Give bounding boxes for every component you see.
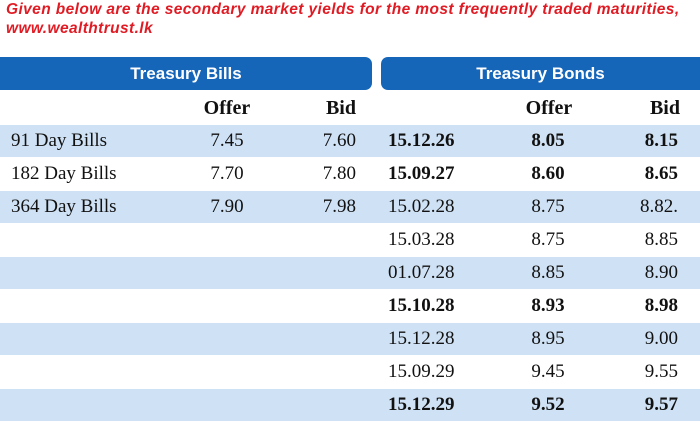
bond-bid: 8.90 <box>644 262 678 283</box>
bill-bid: 7.80 <box>322 163 356 184</box>
bond-offer: 8.85 <box>531 262 565 283</box>
column-header-row: Offer Bid Offer Bid <box>0 93 700 125</box>
bond-maturity: 15.03.28 <box>388 229 455 250</box>
bond-offer: 8.93 <box>531 295 565 316</box>
bond-maturity: 15.09.27 <box>388 163 455 184</box>
bond-bid: 8.98 <box>644 295 678 316</box>
bill-offer: 7.45 <box>210 130 244 151</box>
table-row: 182 Day Bills 7.70 7.80 15.09.27 8.60 8.… <box>0 158 700 191</box>
table-row: 15.10.28 8.93 8.98 <box>0 290 700 323</box>
bond-maturity: 15.02.28 <box>388 196 455 217</box>
table-row: 364 Day Bills 7.90 7.98 15.02.28 8.75 8.… <box>0 191 700 224</box>
bond-maturity: 15.09.29 <box>388 361 455 382</box>
bill-name: 182 Day Bills <box>11 163 117 184</box>
treasury-bonds-header: Treasury Bonds <box>381 57 700 90</box>
table-row: 01.07.28 8.85 8.90 <box>0 257 700 290</box>
table-row: 15.12.28 8.95 9.00 <box>0 323 700 356</box>
bill-offer: 7.90 <box>210 196 244 217</box>
bills-bid-header: Bid <box>325 97 356 119</box>
treasury-bills-header: Treasury Bills <box>0 57 372 90</box>
table-row: 15.03.28 8.75 8.85 <box>0 224 700 257</box>
bill-name: 91 Day Bills <box>11 130 108 151</box>
intro-text: Given below are the secondary market yie… <box>6 1 680 37</box>
bill-name: 364 Day Bills <box>11 196 117 217</box>
table-row: 15.09.29 9.45 9.55 <box>0 356 700 389</box>
bill-offer: 7.70 <box>210 163 244 184</box>
bond-offer: 8.95 <box>531 328 565 349</box>
bond-bid: 8.65 <box>644 163 678 184</box>
yields-table: Offer Bid Offer Bid 91 Day Bills 7.45 7.… <box>0 93 700 422</box>
bond-maturity: 15.12.26 <box>388 130 455 151</box>
bill-bid: 7.60 <box>322 130 356 151</box>
bond-bid: 9.57 <box>644 394 678 415</box>
bond-bid: 8.85 <box>644 229 678 250</box>
treasury-bills-title: Treasury Bills <box>130 63 242 83</box>
bond-maturity: 01.07.28 <box>388 262 455 283</box>
table-row: 15.12.29 9.52 9.57 <box>0 389 700 422</box>
bond-maturity: 15.10.28 <box>388 295 455 316</box>
bond-maturity: 15.12.29 <box>388 394 455 415</box>
bond-offer: 8.75 <box>531 229 565 250</box>
bond-offer: 8.60 <box>531 163 565 184</box>
bond-bid: 9.55 <box>644 361 678 382</box>
bonds-bid-header: Bid <box>649 97 680 119</box>
treasury-bonds-title: Treasury Bonds <box>476 63 605 83</box>
bills-offer-header: Offer <box>203 97 251 119</box>
bond-offer: 8.05 <box>531 130 565 151</box>
bill-bid: 7.98 <box>322 196 356 217</box>
bond-offer: 8.75 <box>531 196 565 217</box>
table-row: 91 Day Bills 7.45 7.60 15.12.26 8.05 8.1… <box>0 125 700 158</box>
bond-bid: 8.15 <box>644 130 678 151</box>
bond-maturity: 15.12.28 <box>388 328 455 349</box>
bond-offer: 9.52 <box>531 394 565 415</box>
bonds-offer-header: Offer <box>525 97 573 119</box>
bond-offer: 9.45 <box>531 361 565 382</box>
bond-bid: 9.00 <box>644 328 678 349</box>
bond-bid: 8.82. <box>640 196 678 217</box>
